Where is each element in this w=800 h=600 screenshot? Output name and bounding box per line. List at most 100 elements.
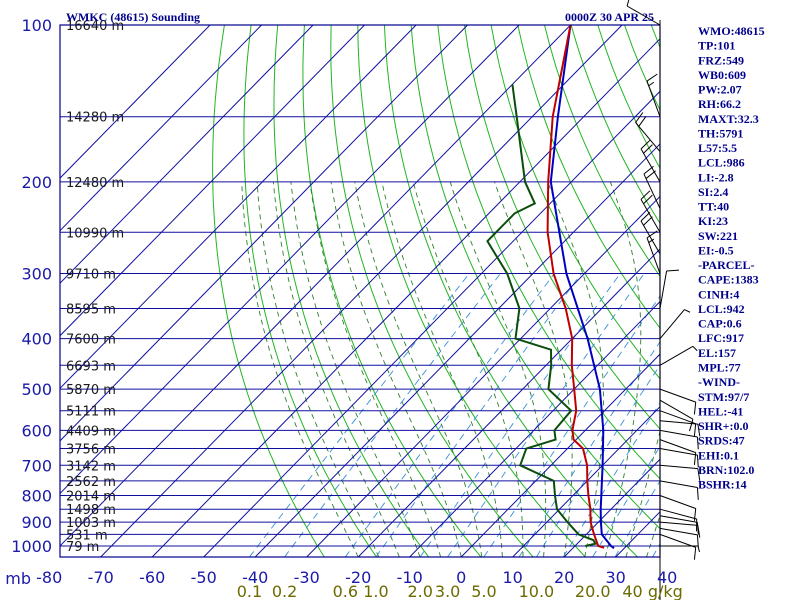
wind-barb (640, 190, 661, 233)
pressure-tick-label: 800 (21, 486, 52, 505)
moist-adiabat-line (381, 181, 503, 557)
height-label: 531 m (66, 528, 108, 543)
wind-barb-half-flag (648, 238, 655, 243)
pressure-tick-label: 700 (21, 456, 52, 475)
temperature-trace (546, 25, 605, 549)
parcel-trace (549, 25, 615, 549)
isotherm-line (563, 458, 660, 557)
wind-barb (659, 410, 697, 437)
height-label: 3756 m (66, 442, 116, 457)
height-label: 10990 m (66, 226, 124, 241)
mixing-ratio-label: 5.0 (471, 582, 496, 600)
wind-barb-staff (659, 508, 697, 520)
index-item: FRZ:549 (698, 53, 744, 67)
index-item: LCL:942 (698, 302, 745, 316)
index-item: TT:40 (698, 200, 729, 214)
index-item: STM:97/7 (698, 390, 749, 404)
wind-barb-flag (640, 139, 651, 150)
index-item: BSHR:14 (698, 478, 747, 492)
height-label: 7600 m (66, 333, 116, 348)
mixing-ratio-line (344, 273, 555, 557)
height-label: 16640 m (66, 19, 124, 34)
wind-barb-flag (696, 455, 699, 468)
wind-barb-flag (693, 423, 697, 437)
wind-barb-staff (659, 527, 698, 536)
isotherm-line (409, 300, 660, 557)
isotherm-line (460, 353, 660, 557)
index-item: LFC:917 (698, 331, 744, 345)
isotherm-line (60, 25, 314, 284)
isotherm-line (60, 25, 365, 337)
dry-adiabat-line (330, 25, 534, 557)
wind-barb (659, 388, 697, 415)
dry-adiabat-line (243, 25, 377, 557)
moist-adiabat-line (272, 181, 400, 557)
wind-barb-staff (646, 80, 661, 117)
wind-barb-staff (659, 399, 694, 420)
index-item: WMO:48615 (698, 24, 765, 38)
wind-barb (640, 212, 661, 255)
index-item: LI:-2.8 (698, 170, 734, 184)
wind-barb-staff (659, 480, 698, 488)
wind-barb-staff (635, 122, 661, 152)
wind-barb (659, 309, 691, 339)
moist-adiabat-line (625, 429, 660, 557)
wind-barb-staff (643, 173, 661, 209)
index-item: BRN:102.0 (698, 463, 754, 477)
isotherm-line (306, 195, 660, 557)
height-label: 3142 m (66, 459, 116, 474)
wind-barb-staff (659, 515, 698, 523)
temperature-tick-label: 30 (606, 568, 626, 587)
moist-adiabat-line (330, 181, 462, 557)
temperature-tick-label: -40 (242, 568, 268, 587)
height-label: 9710 m (66, 268, 116, 283)
wind-barb-staff (659, 388, 696, 403)
moist-adiabat-line (547, 181, 604, 557)
pressure-tick-label: 100 (21, 16, 52, 35)
mixing-ratio-label: 20.0 (575, 582, 611, 600)
index-item: -WIND- (698, 375, 740, 389)
isotherm-line (100, 25, 623, 557)
dewpoint-trace (486, 84, 597, 547)
temperature-tick-label: -10 (397, 568, 423, 587)
wind-barb-staff (659, 521, 698, 526)
pressure-tick-label: 900 (21, 513, 52, 532)
temperature-tick-label: 20 (554, 568, 574, 587)
mixing-ratio-line (419, 273, 621, 557)
mixing-ratio-label: 1.0 (363, 582, 388, 600)
height-label: 6693 m (66, 359, 116, 374)
index-item: CAP:0.6 (698, 317, 742, 331)
pressure-tick-label: 1000 (11, 537, 52, 556)
isotherm-line (357, 248, 660, 557)
index-item: SW:221 (698, 229, 738, 243)
wind-barb-flag (696, 534, 699, 548)
index-item: TP:101 (698, 39, 735, 53)
mixing-ratio-label: 3.0 (435, 582, 460, 600)
wind-barb-flag (640, 212, 651, 222)
wind-barb-half-flag (626, 0, 630, 7)
height-label: 79 m (66, 540, 99, 555)
moist-adiabat-line (256, 181, 380, 557)
index-item: SI:2.4 (698, 185, 728, 199)
wind-barb-flag (643, 216, 653, 226)
pressure-tick-label: 600 (21, 421, 52, 440)
height-label: 14280 m (66, 111, 124, 126)
temperature-tick-label: -70 (88, 568, 114, 587)
index-item: SHR+:0.0 (698, 419, 749, 433)
index-item: CAPE:1383 (698, 273, 759, 287)
wind-barb-staff (659, 495, 696, 509)
index-item: -PARCEL- (698, 258, 754, 272)
moist-adiabat-line (354, 181, 483, 557)
wind-barb (659, 429, 699, 450)
index-item: EI:-0.5 (698, 243, 734, 257)
dry-adiabat-line (357, 25, 586, 557)
wind-barb (659, 399, 694, 432)
wind-barb-flag (693, 452, 697, 465)
wind-barb-staff (640, 199, 661, 233)
index-item: CINH:4 (698, 287, 739, 301)
wind-barb-flag (638, 116, 647, 127)
wind-barb (659, 345, 698, 366)
mixing-ratio-label: 0.6 (333, 582, 358, 600)
index-item: KI:23 (698, 214, 728, 228)
